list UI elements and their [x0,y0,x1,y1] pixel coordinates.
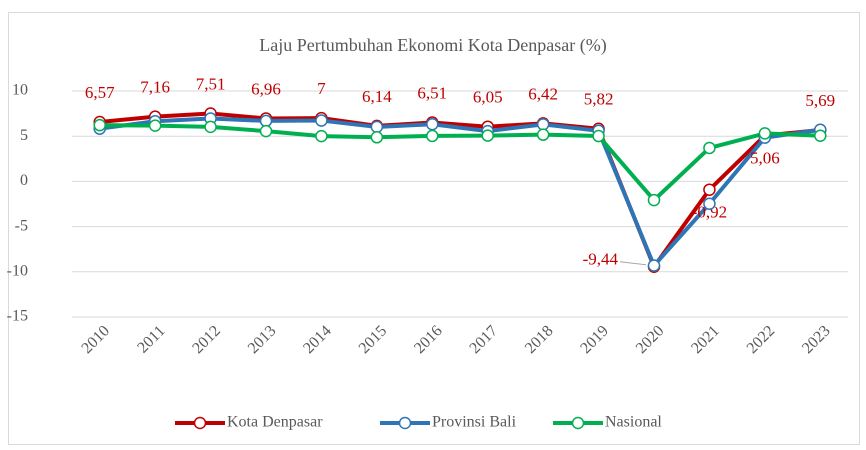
point-marker [592,129,605,143]
point-marker [259,114,273,128]
data-label: 5,06 [750,149,780,168]
legend-label: Kota Denpasar [227,414,323,431]
point-marker [315,114,328,127]
y-tick-label: -10 [7,262,28,279]
legend-marker [193,416,207,430]
point-marker [426,118,439,131]
point-marker [426,129,439,143]
point-marker [315,129,328,143]
data-label: -0,92 [692,203,727,222]
point-marker [370,120,384,134]
data-label: 6,96 [251,79,281,98]
data-label: 7,51 [196,74,226,93]
y-tick-label: -15 [7,308,28,325]
point-marker [481,129,494,142]
chart-border [8,12,860,445]
point-marker [370,131,384,144]
data-label: -9,44 [583,250,619,269]
data-label: 6,57 [85,83,115,102]
point-marker [148,119,162,132]
series-line [99,116,821,268]
leader-line [619,261,647,266]
chart-title: Laju Pertumbuhan Ekonomi Kota Denpasar (… [259,35,606,56]
point-marker [647,193,661,207]
legend-label: Provinsi Bali [432,414,517,431]
data-label: 7 [317,79,326,98]
data-label: 6,42 [528,84,558,103]
data-label: 6,14 [362,87,392,106]
point-marker [758,127,772,140]
data-label: 5,69 [805,91,835,110]
legend-marker [398,416,412,430]
legend-marker [571,416,585,430]
point-marker [703,141,716,155]
series-line [99,123,821,203]
data-label: 6,05 [473,88,503,107]
data-label: 7,16 [140,78,170,97]
point-marker [93,118,106,132]
series-line [99,111,821,269]
data-label: 5,82 [584,90,614,109]
point-marker [814,129,827,142]
y-tick-label: 0 [20,172,28,189]
y-tick-label: 5 [20,127,28,144]
point-marker [703,183,716,196]
legend-item: Kota Denpasar [175,414,323,431]
y-tick-label: -5 [15,217,28,234]
legend-item: Provinsi Bali [380,414,517,431]
y-tick-label: 10 [12,82,28,99]
point-marker [536,128,550,141]
point-marker [536,118,550,131]
data-label: 6,51 [417,83,447,102]
point-marker [259,124,273,138]
point-marker [647,259,661,272]
point-marker [703,197,716,210]
point-marker [204,120,217,134]
legend-item: Nasional [553,414,662,431]
legend-label: Nasional [605,414,662,431]
